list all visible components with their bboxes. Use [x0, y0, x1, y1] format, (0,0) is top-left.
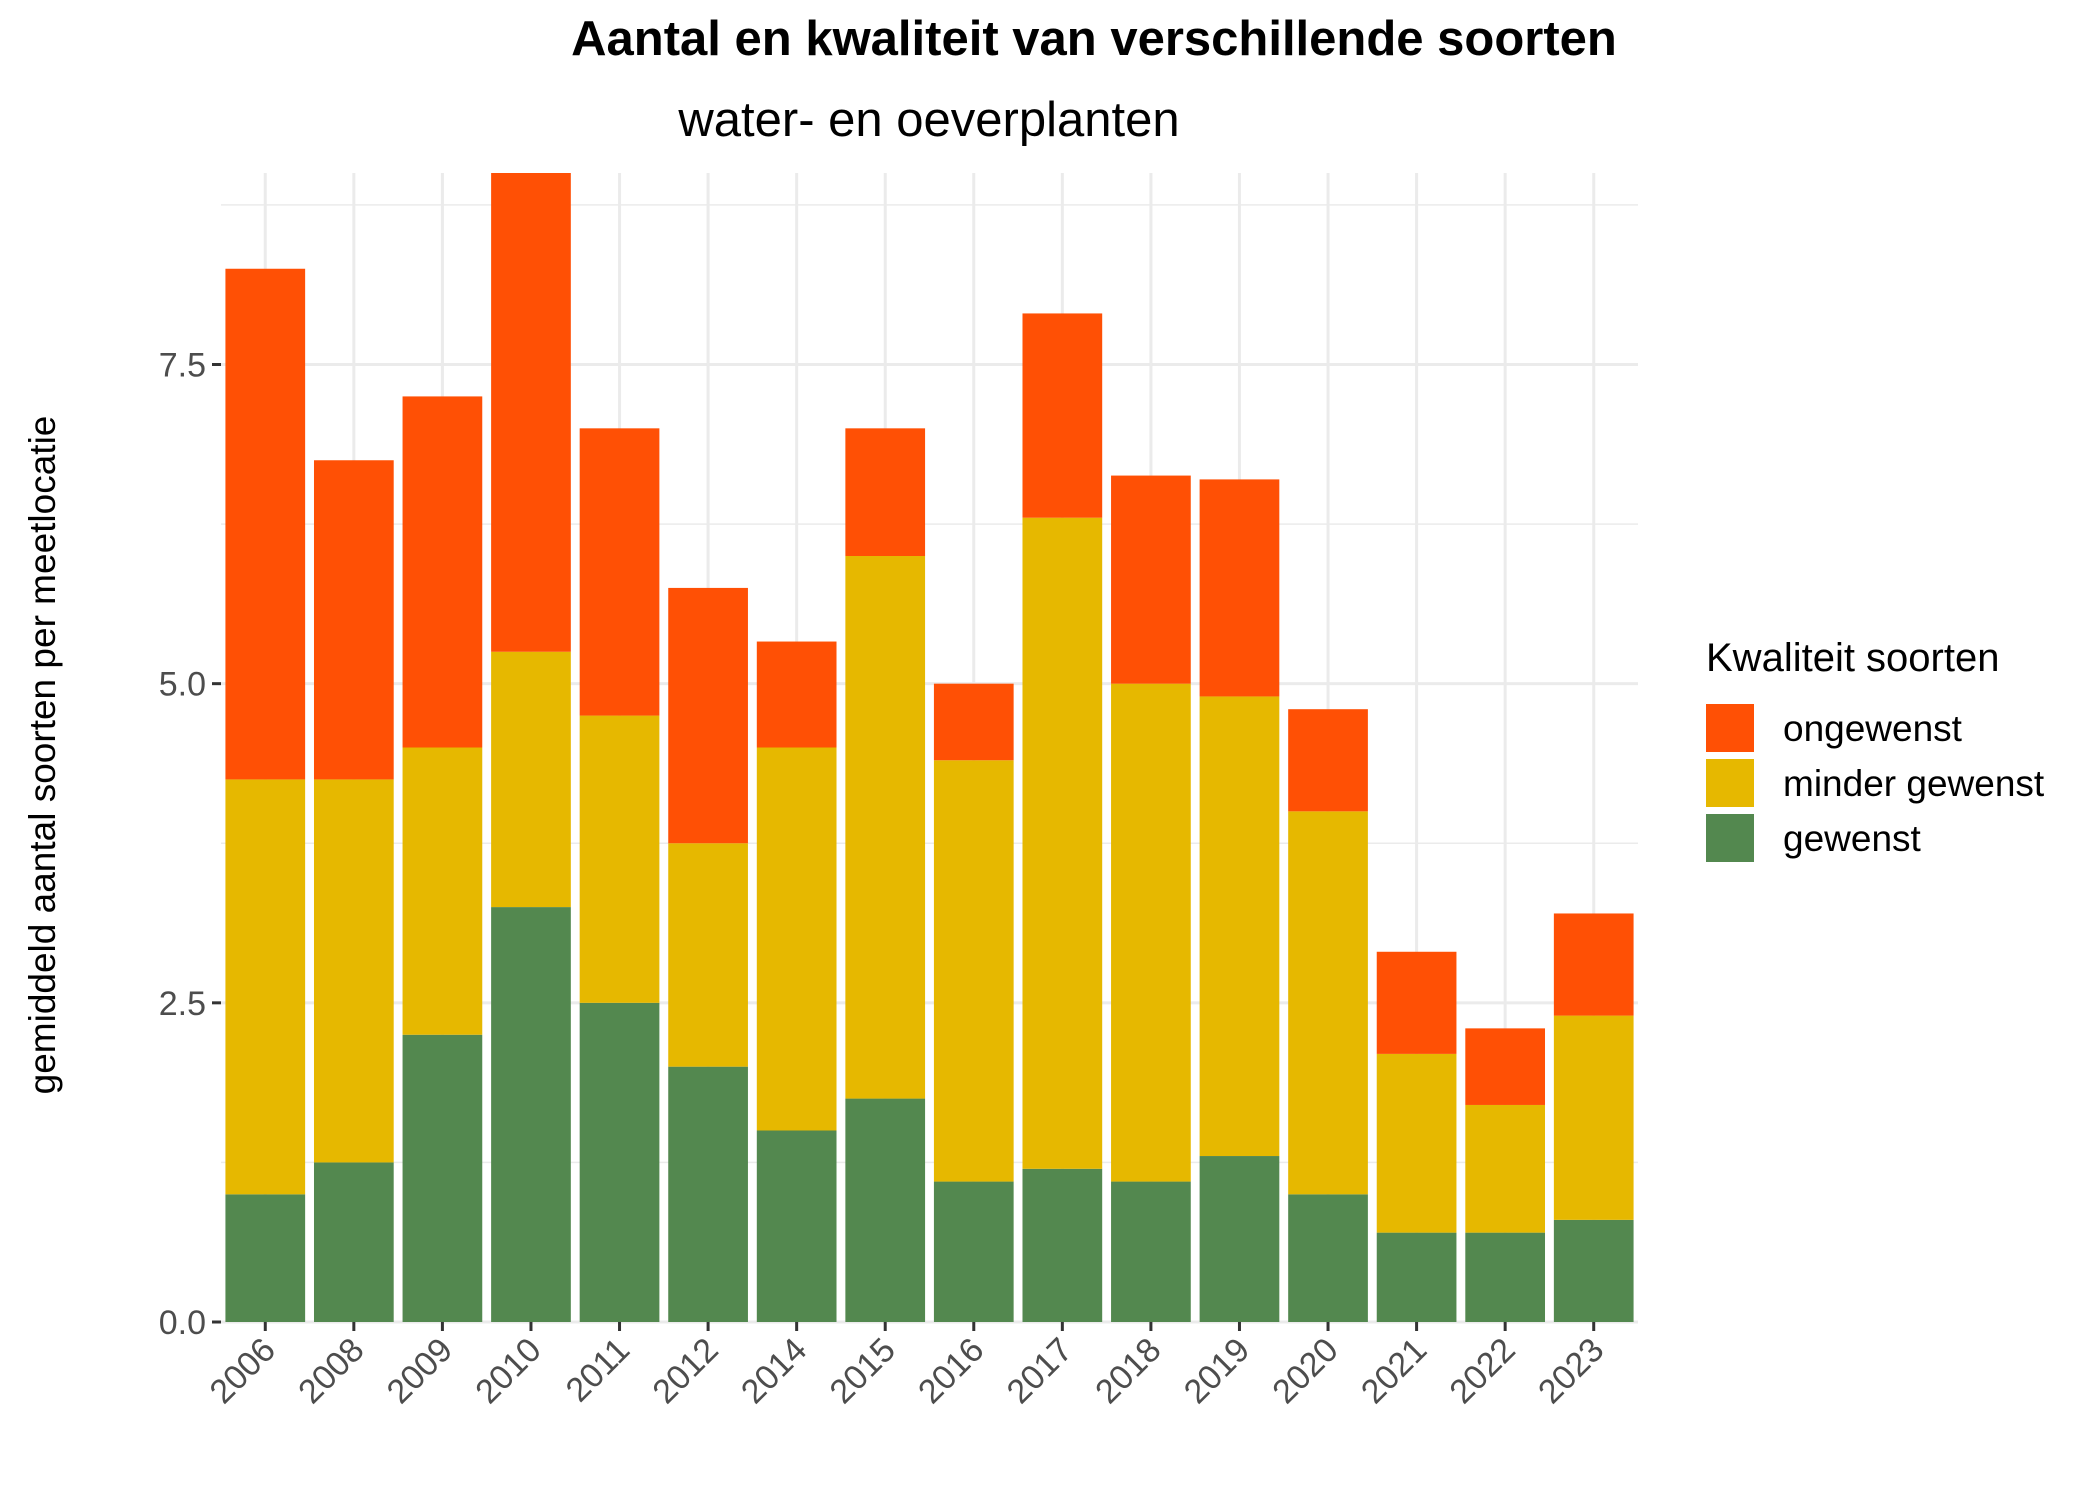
bar-minder-gewenst-2012: [668, 843, 748, 1067]
bar-minder-gewenst-2015: [845, 556, 926, 1099]
bar-gewenst-2016: [933, 1181, 1014, 1322]
bar-ongewenst-2010: [491, 173, 571, 652]
bar-ongewenst-2009: [402, 396, 483, 748]
bar-gewenst-2022: [1465, 1232, 1546, 1322]
bar-gewenst-2008: [313, 1162, 394, 1322]
y-tick-label: 5.0: [159, 666, 206, 704]
y-tick-label: 2.5: [159, 985, 206, 1023]
bar-minder-gewenst-2011: [579, 715, 660, 1003]
bar-gewenst-2011: [579, 1002, 660, 1322]
bar-minder-gewenst-2022: [1465, 1104, 1546, 1233]
bar-ongewenst-2012: [668, 587, 748, 844]
bar-minder-gewenst-2018: [1111, 683, 1191, 1182]
bar-ongewenst-2021: [1376, 951, 1457, 1054]
legend-label: minder gewenst: [1783, 763, 2045, 804]
bar-minder-gewenst-2009: [402, 747, 483, 1035]
legend-key-gewenst: [1706, 814, 1754, 862]
bar-minder-gewenst-2010: [491, 651, 571, 908]
x-tick-label: 2010: [468, 1331, 548, 1411]
x-tick-label: 2008: [291, 1331, 371, 1411]
bar-minder-gewenst-2020: [1288, 811, 1368, 1195]
bar-ongewenst-2023: [1553, 913, 1634, 1016]
bar-ongewenst-2020: [1288, 709, 1368, 812]
x-tick-label: 2006: [203, 1331, 283, 1411]
bar-ongewenst-2016: [933, 683, 1014, 761]
bar-ongewenst-2008: [313, 460, 394, 780]
bar-gewenst-2017: [1022, 1168, 1103, 1322]
bar-gewenst-2018: [1111, 1181, 1191, 1322]
bar-gewenst-2010: [491, 907, 571, 1322]
bar-ongewenst-2014: [756, 641, 837, 748]
x-tick-label: 2015: [823, 1331, 903, 1411]
bar-ongewenst-2019: [1199, 479, 1280, 697]
bar-minder-gewenst-2016: [933, 760, 1014, 1182]
x-tick-label: 2012: [645, 1331, 725, 1411]
bar-gewenst-2006: [225, 1194, 306, 1322]
bar-ongewenst-2022: [1465, 1028, 1546, 1105]
bar-minder-gewenst-2017: [1022, 517, 1103, 1169]
x-tick-label: 2014: [734, 1331, 814, 1411]
y-tick-label: 7.5: [159, 347, 206, 385]
bar-minder-gewenst-2014: [756, 747, 837, 1131]
bars: [225, 173, 1634, 1322]
bar-gewenst-2009: [402, 1034, 483, 1322]
x-tick-label: 2020: [1265, 1331, 1345, 1411]
y-axis: 0.0 2.5 5.0 7.5: [159, 347, 221, 1342]
bar-gewenst-2020: [1288, 1194, 1368, 1322]
bar-ongewenst-2018: [1111, 475, 1191, 684]
bar-ongewenst-2017: [1022, 313, 1103, 518]
bar-gewenst-2015: [845, 1098, 926, 1322]
x-tick-label: 2019: [1177, 1331, 1257, 1411]
bar-minder-gewenst-2008: [313, 779, 394, 1163]
bar-gewenst-2014: [756, 1130, 837, 1322]
x-tick-label: 2016: [911, 1331, 991, 1411]
bar-ongewenst-2011: [579, 428, 660, 716]
y-tick-label: 0.0: [159, 1304, 206, 1342]
x-tick-label: 2022: [1442, 1331, 1522, 1411]
bar-ongewenst-2015: [845, 428, 926, 556]
x-tick-label: 2023: [1531, 1331, 1611, 1411]
bar-gewenst-2019: [1199, 1156, 1280, 1322]
bar-minder-gewenst-2023: [1553, 1015, 1634, 1220]
x-tick-label: 2018: [1088, 1331, 1168, 1411]
x-axis: 2006 2008 2009 2010 2011 2012 2014 2015 2016 2017…: [203, 1322, 1611, 1411]
plot-panel: 0.02.55.07.5 2006 2008 2009 2010 2011 2012 201…: [159, 173, 1638, 1411]
y-axis-title: gemiddeld aantal soorten per meetlocatie: [22, 416, 63, 1095]
bar-gewenst-2023: [1553, 1219, 1634, 1322]
legend-key-ongewenst: [1706, 704, 1754, 752]
x-tick-label: 2011: [559, 1331, 638, 1410]
bar-minder-gewenst-2021: [1376, 1053, 1457, 1233]
x-tick-label: 2009: [380, 1331, 460, 1411]
legend-label: ongewenst: [1783, 708, 1963, 749]
legend-label: gewenst: [1783, 818, 1922, 859]
legend-key-minder-gewenst: [1706, 759, 1754, 807]
chart-subtitle: water- en oeverplanten: [677, 93, 1179, 147]
chart-title: Aantal en kwaliteit van verschillende so…: [571, 12, 1617, 66]
x-tick-label: 2017: [1000, 1331, 1080, 1411]
x-tick-label: 2021: [1354, 1331, 1434, 1411]
bar-gewenst-2021: [1376, 1232, 1457, 1322]
bar-ongewenst-2006: [225, 268, 306, 780]
bar-minder-gewenst-2019: [1199, 696, 1280, 1157]
bar-minder-gewenst-2006: [225, 779, 306, 1195]
bar-gewenst-2012: [668, 1066, 748, 1322]
legend: Kwaliteit soorten ongewenst minder gewens…: [1706, 636, 2045, 862]
legend-title: Kwaliteit soorten: [1706, 636, 1999, 680]
